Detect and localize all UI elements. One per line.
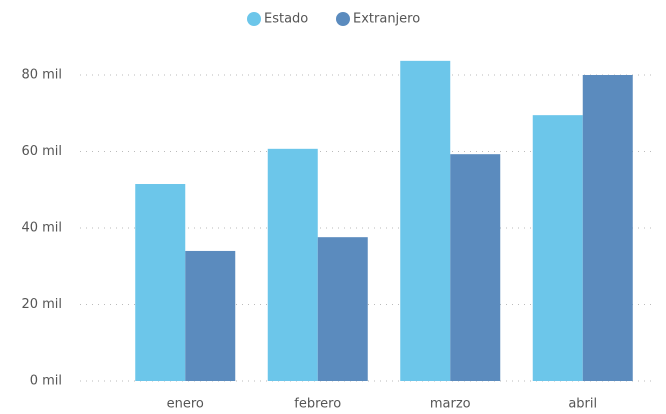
- legend-swatch: [247, 12, 261, 26]
- legend-label: Estado: [264, 12, 308, 27]
- x-tick-label: abril: [568, 397, 597, 412]
- y-tick-label: 20 mil: [21, 297, 62, 312]
- legend-label: Extranjero: [353, 12, 420, 27]
- bar: [317, 237, 368, 381]
- bar: [267, 148, 318, 381]
- bar: [135, 184, 186, 381]
- y-tick-label: 40 mil: [21, 221, 62, 236]
- y-tick-label: 80 mil: [21, 68, 62, 83]
- bar: [450, 154, 501, 381]
- bar: [185, 250, 236, 381]
- x-tick-label: febrero: [294, 397, 341, 412]
- legend-swatch: [336, 12, 350, 26]
- bar: [400, 60, 451, 381]
- y-tick-label: 0 mil: [30, 374, 62, 389]
- x-tick-label: marzo: [430, 397, 471, 412]
- bar: [582, 75, 633, 381]
- x-tick-label: enero: [167, 397, 204, 412]
- bar: [532, 115, 583, 381]
- y-tick-label: 60 mil: [21, 144, 62, 159]
